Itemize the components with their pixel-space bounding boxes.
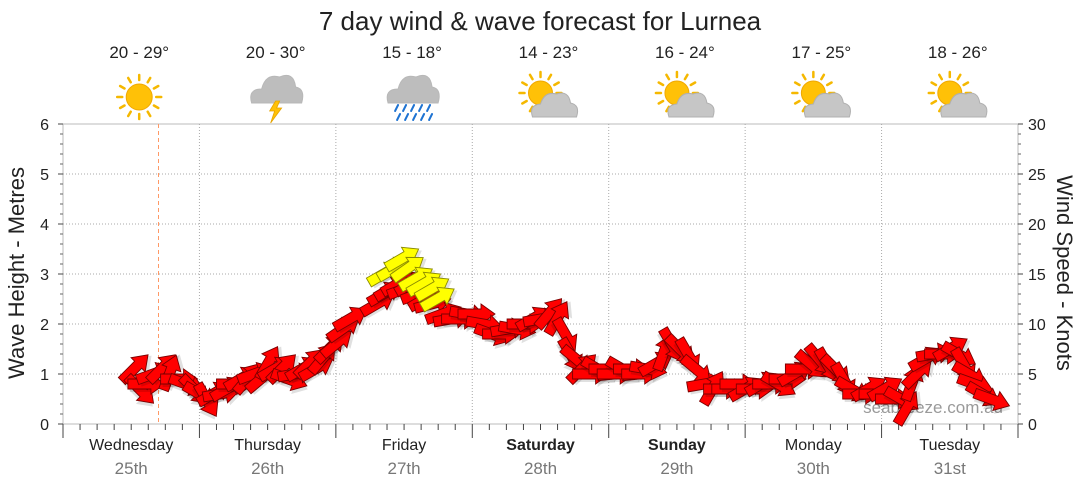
y-left-tick-label: 5 bbox=[40, 167, 49, 184]
y-right-tick-label: 10 bbox=[1028, 317, 1046, 334]
day-date: 29th bbox=[660, 459, 693, 478]
day-temperature: 14 - 23° bbox=[519, 43, 579, 62]
y-right-tick-label: 20 bbox=[1028, 217, 1046, 234]
y-right-tick-label: 15 bbox=[1028, 267, 1046, 284]
day-date: 27th bbox=[388, 459, 421, 478]
y-right-tick-label: 25 bbox=[1028, 167, 1046, 184]
wind-arrow bbox=[418, 286, 458, 314]
partly-cloudy-icon bbox=[927, 70, 988, 118]
day-name: Thursday bbox=[234, 437, 301, 454]
day-name: Saturday bbox=[506, 437, 575, 454]
y-left-tick-label: 3 bbox=[40, 267, 49, 284]
y-right-tick-label: 30 bbox=[1028, 117, 1046, 134]
partly-cloudy-icon bbox=[791, 70, 851, 118]
day-temperature: 20 - 29° bbox=[109, 43, 169, 62]
y-right-tick-label: 0 bbox=[1028, 417, 1037, 434]
day-date: 30th bbox=[797, 459, 830, 478]
chart-title: 7 day wind & wave forecast for Lurnea bbox=[319, 6, 762, 36]
day-name: Tuesday bbox=[919, 437, 980, 454]
y-axis-left-label: Wave Height - Metres bbox=[4, 167, 29, 379]
day-header-friday: 15 - 18° Friday 27th bbox=[382, 43, 442, 478]
day-date: 28th bbox=[524, 459, 557, 478]
day-headers: 20 - 29° Wednesday 25th 20 - 30° Thursday 26t… bbox=[89, 43, 988, 478]
day-header-monday: 17 - 25° Monday 30th bbox=[785, 43, 851, 478]
day-temperature: 16 - 24° bbox=[655, 43, 715, 62]
sunny-icon bbox=[115, 73, 163, 121]
rain-icon bbox=[386, 74, 440, 121]
day-temperature: 15 - 18° bbox=[382, 43, 442, 62]
day-date: 31st bbox=[934, 459, 966, 478]
day-header-wednesday: 20 - 29° Wednesday 25th bbox=[89, 43, 173, 478]
day-temperature: 20 - 30° bbox=[246, 43, 306, 62]
day-temperature: 17 - 25° bbox=[791, 43, 851, 62]
axes: 0 1 2 3 4 5 6 0 5 10 15 20 25 30 bbox=[40, 117, 1046, 438]
grid bbox=[62, 123, 1019, 425]
day-name: Wednesday bbox=[89, 437, 173, 454]
day-date: 25th bbox=[115, 459, 148, 478]
wind-arrow bbox=[389, 256, 427, 285]
y-left-tick-label: 4 bbox=[40, 217, 49, 234]
wind-arrow bbox=[331, 306, 371, 334]
wind-arrows bbox=[117, 246, 1011, 427]
day-date: 26th bbox=[251, 459, 284, 478]
partly-cloudy-icon bbox=[518, 70, 579, 118]
day-header-thursday: 20 - 30° Thursday 26th bbox=[234, 43, 305, 478]
y-left-tick-label: 6 bbox=[40, 117, 49, 134]
y-left-tick-label: 0 bbox=[40, 417, 49, 434]
y-right-tick-label: 5 bbox=[1028, 367, 1037, 384]
day-temperature: 18 - 26° bbox=[928, 43, 988, 62]
day-header-sunday: 16 - 24° Sunday 29th bbox=[648, 43, 715, 478]
day-name: Friday bbox=[382, 437, 426, 454]
wind-arrow bbox=[972, 387, 1011, 414]
day-header-tuesday: 18 - 26° Tuesday 31st bbox=[919, 43, 987, 478]
y-axis-right-label: Wind Speed - Knots bbox=[1052, 175, 1077, 371]
thunderstorm-icon bbox=[250, 74, 304, 124]
y-left-tick-label: 2 bbox=[40, 317, 49, 334]
y-left-tick-label: 1 bbox=[40, 367, 49, 384]
day-header-saturday: 14 - 23° Saturday 28th bbox=[506, 43, 578, 478]
day-name: Monday bbox=[785, 437, 842, 454]
partly-cloudy-icon bbox=[654, 70, 715, 118]
day-name: Sunday bbox=[648, 437, 706, 454]
